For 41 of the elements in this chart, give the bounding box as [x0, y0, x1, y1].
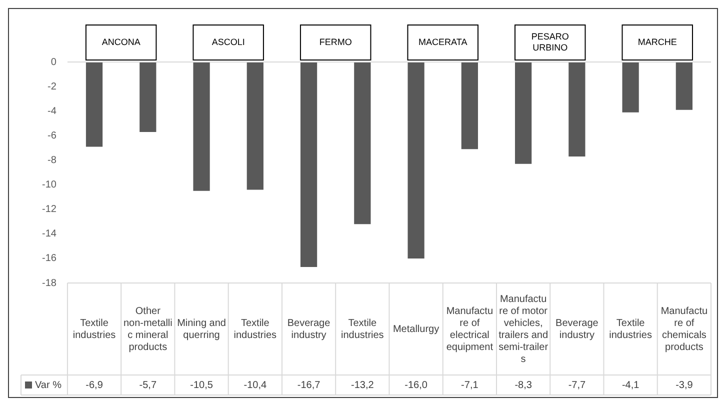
data-label: -10,4 [244, 380, 267, 391]
x-tick-label: Beverage industry [287, 318, 331, 341]
y-tick-label: -2 [48, 81, 57, 92]
text: PESARO URBINO [531, 31, 569, 52]
y-tick-label: -14 [42, 228, 57, 240]
text: MARCHE [638, 36, 677, 47]
x-tick-label: Other non-metallic mineral products [123, 306, 172, 353]
x-tick-label: Manufacture of electrical equipment [446, 306, 494, 353]
data-label: -10,5 [190, 380, 214, 391]
x-tick-label: Manufacture of motor vehicles, trailers and semi-trailers [498, 294, 549, 365]
y-tick-label: -4 [48, 106, 57, 117]
y-tick-label: -12 [42, 204, 57, 216]
data-label: -5,7 [139, 380, 157, 391]
data-label: -7,1 [461, 380, 479, 391]
y-tick-label: 0 [50, 56, 57, 68]
y-tick-label: -6 [48, 130, 57, 142]
x-tick-label: Textile industries [609, 318, 652, 341]
data-label: -8,3 [514, 380, 532, 391]
x-tick-label: Textile industries [72, 318, 116, 341]
text: ANCONA [102, 36, 140, 47]
y-tick-label: -18 [42, 278, 57, 289]
x-tick-label: Mining and querring [177, 318, 226, 341]
legend-label: Var % [35, 380, 62, 391]
y-tick-label: -16 [42, 253, 57, 264]
data-label: -3,9 [676, 380, 694, 391]
x-tick-label: Metallurgy [392, 324, 440, 335]
x-tick-label: Textile industries [234, 318, 277, 341]
x-tick-label: Manufacture of chemicals products [660, 306, 708, 353]
data-label: -13,2 [351, 380, 374, 391]
data-label: -6,9 [86, 380, 104, 391]
text: MACERATA [418, 36, 468, 47]
data-label: -4,1 [622, 380, 640, 391]
text: ASCOLI [212, 36, 245, 47]
x-tick-label: Beverage industry [556, 318, 599, 341]
data-label: -16,7 [297, 380, 321, 391]
x-tick-label: Textile industries [341, 318, 384, 341]
y-tick-label: -8 [48, 154, 57, 166]
y-tick-label: -10 [42, 180, 57, 191]
text: FERMO [319, 36, 352, 47]
data-label: -16,0 [404, 380, 428, 391]
data-label: -7,7 [568, 380, 586, 391]
